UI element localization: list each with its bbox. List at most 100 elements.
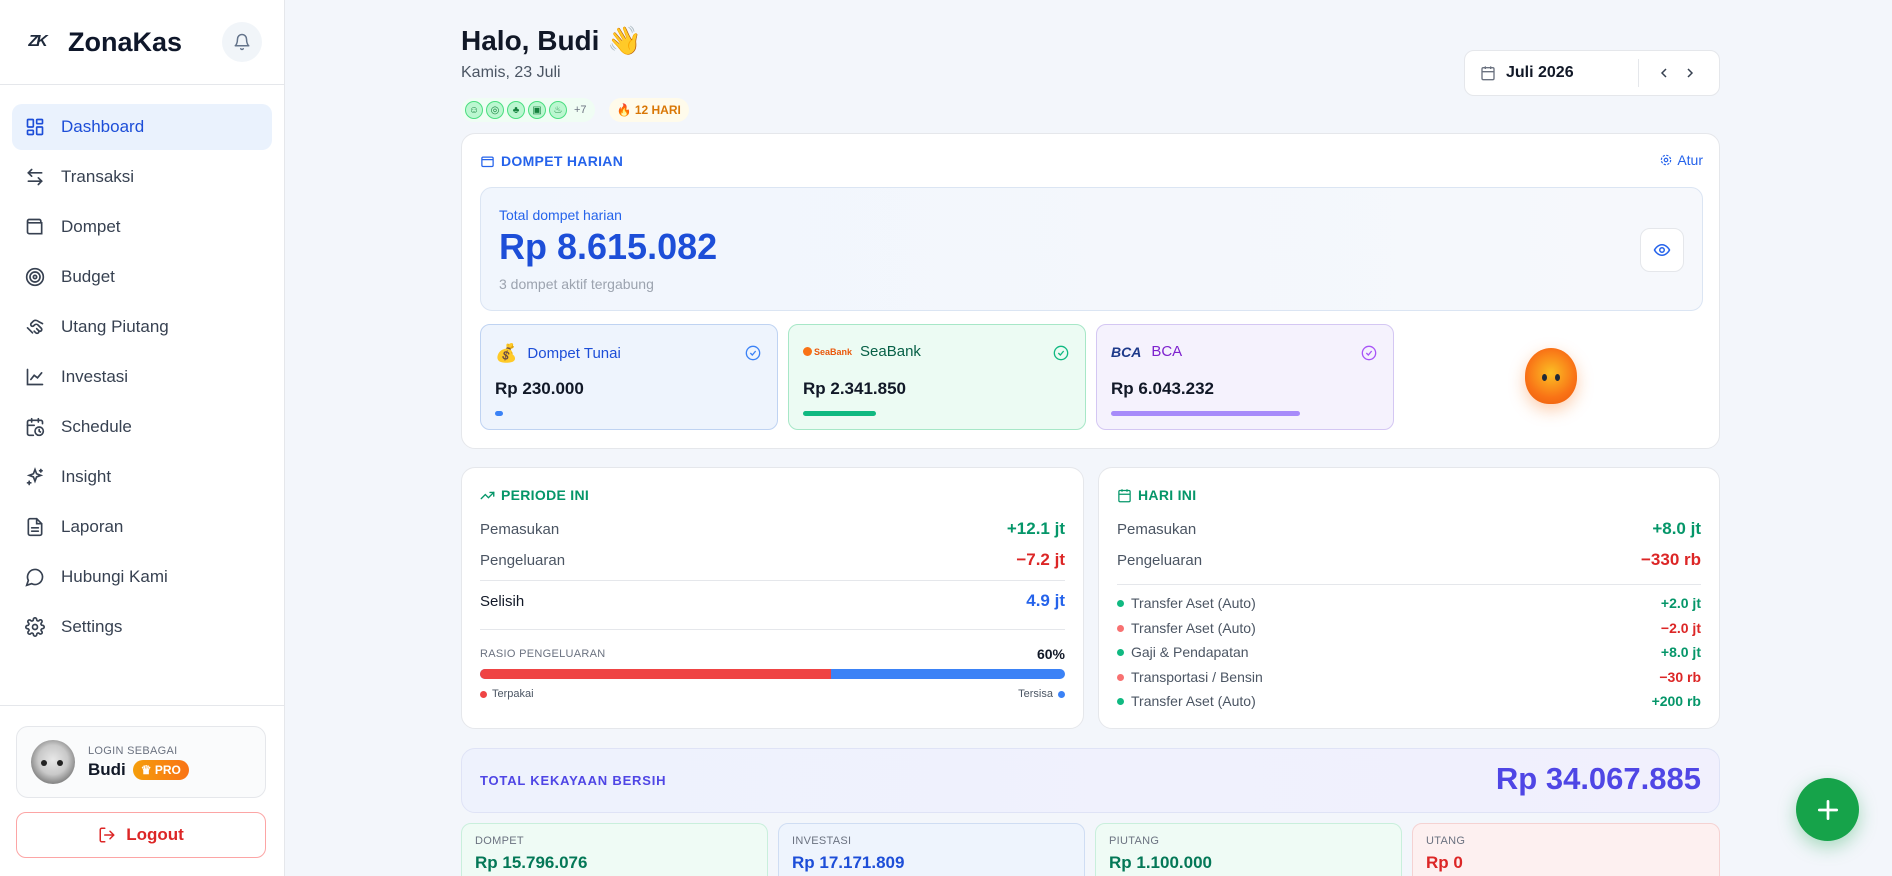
user-card[interactable]: LOGIN SEBAGAI Budi ♛ PRO — [16, 726, 266, 798]
total-wallet-subtitle: 3 dompet aktif tergabung — [499, 276, 654, 292]
check-circle-icon — [745, 345, 761, 361]
trending-up-icon — [480, 491, 495, 499]
total-wallet-label: Total dompet harian — [499, 207, 622, 223]
expense-ratio-fill — [480, 669, 831, 679]
wallet-card-bca[interactable]: BCA BCA Rp 6.043.232 — [1096, 324, 1394, 430]
total-wallet-value: Rp 8.615.082 — [499, 226, 718, 267]
sidebar-item-laporan[interactable]: Laporan — [12, 504, 272, 550]
chevron-right-icon — [1687, 68, 1694, 78]
sidebar: ZK ZonaKas Dashboard Transaksi Dompet Bu… — [0, 0, 285, 876]
logout-button[interactable]: Logout — [16, 812, 266, 858]
sidebar-item-settings[interactable]: Settings — [12, 604, 272, 650]
asset-card-utang[interactable]: UTANG Rp 0 — [1412, 823, 1720, 876]
achievement-badges[interactable]: ☺ ◎ ♣ ▣ ♨ +7 🔥 12 HARI — [461, 98, 689, 122]
sidebar-item-label: Hubungi Kami — [61, 567, 168, 586]
today-expense-row: Pengeluaran −330 rb — [1117, 550, 1701, 570]
achievement-icons[interactable]: ☺ ◎ ♣ ▣ ♨ +7 — [461, 98, 595, 122]
net-worth-label: TOTAL KEKAYAAN BERSIH — [480, 773, 667, 788]
sidebar-item-transaksi[interactable]: Transaksi — [12, 154, 272, 200]
transaction-amount: +2.0 jt — [1660, 595, 1701, 611]
sidebar-item-investasi[interactable]: Investasi — [12, 354, 272, 400]
bca-logo-text: BCA — [1111, 343, 1142, 360]
brand[interactable]: ZK ZonaKas — [24, 20, 182, 64]
sidebar-item-dompet[interactable]: Dompet — [12, 204, 272, 250]
toggle-visibility-button[interactable] — [1640, 228, 1684, 272]
expense-dot — [1117, 673, 1124, 681]
sidebar-item-hubungi-kami[interactable]: Hubungi Kami — [12, 554, 272, 600]
wallet-amount: Rp 6.043.232 — [1111, 379, 1215, 398]
legend-dot — [1058, 690, 1065, 698]
sidebar-item-label: Schedule — [61, 417, 132, 436]
sidebar-item-utang-piutang[interactable]: Utang Piutang — [12, 304, 272, 350]
income-dot — [1117, 648, 1124, 656]
month-label: Juli 2026 — [1506, 64, 1574, 81]
wallet-share-bar — [495, 411, 503, 416]
period-expense-row: Pengeluaran −7.2 jt — [480, 550, 1065, 570]
today-transaction[interactable]: Transfer Aset (Auto) −2.0 jt — [1117, 620, 1701, 636]
sidebar-item-dashboard[interactable]: Dashboard — [12, 104, 272, 150]
asset-value: Rp 17.171.809 — [792, 853, 905, 872]
sidebar-item-insight[interactable]: Insight — [12, 454, 272, 500]
period-diff-row: Selisih 4.9 jt — [480, 591, 1065, 611]
asset-card-investasi[interactable]: INVESTASI Rp 17.171.809 — [778, 823, 1085, 876]
sparkles-icon — [26, 467, 44, 486]
period-income-row: Pemasukan +12.1 jt — [480, 519, 1065, 539]
period-diff-value: 4.9 jt — [1026, 591, 1065, 610]
today-transaction[interactable]: Transfer Aset (Auto) +2.0 jt — [1117, 595, 1701, 611]
legend-used-label: Terpakai — [492, 688, 534, 700]
section-title-label: HARI INI — [1138, 487, 1197, 503]
sidebar-item-label: Laporan — [61, 517, 124, 536]
wallet-share-bar — [1111, 411, 1300, 416]
piggy-bank-badge-icon: ♣ — [507, 101, 525, 119]
calendar-icon — [1118, 488, 1131, 502]
wallet-settings-button[interactable]: Atur — [1659, 152, 1703, 168]
transaction-amount: +8.0 jt — [1660, 644, 1701, 660]
crown-icon: ♛ — [140, 762, 152, 777]
prev-month-button[interactable] — [1653, 65, 1675, 81]
today-transaction[interactable]: Transportasi / Bensin −30 rb — [1117, 669, 1701, 685]
expense-dot — [1117, 624, 1124, 632]
transaction-name: Transfer Aset (Auto) — [1131, 693, 1256, 709]
today-transaction[interactable]: Gaji & Pendapatan +8.0 jt — [1117, 644, 1701, 660]
wallet-name: Dompet Tunai — [527, 345, 621, 362]
next-month-button[interactable] — [1679, 65, 1701, 81]
add-transaction-button[interactable] — [1796, 778, 1859, 841]
row-label: Pengeluaran — [480, 551, 566, 569]
sidebar-item-label: Transaksi — [61, 167, 135, 186]
plus-icon — [1817, 799, 1838, 820]
sidebar-divider — [0, 705, 285, 706]
asset-label: UTANG — [1426, 835, 1466, 847]
income-dot — [1117, 599, 1124, 607]
asset-card-piutang[interactable]: PIUTANG Rp 1.100.000 — [1095, 823, 1402, 876]
sidebar-item-budget[interactable]: Budget — [12, 254, 272, 300]
asset-card-dompet[interactable]: DOMPET Rp 15.796.076 — [461, 823, 768, 876]
today-expense-value: −330 rb — [1640, 550, 1701, 569]
smile-badge-icon: ☺ — [465, 101, 483, 119]
income-dot — [1117, 697, 1124, 705]
wallet-card-seabank[interactable]: SeaBank SeaBank Rp 2.341.850 — [788, 324, 1086, 430]
divider — [480, 580, 1065, 581]
transaction-name: Transfer Aset (Auto) — [1131, 595, 1256, 611]
seabank-logo: SeaBank — [803, 347, 852, 357]
sidebar-item-label: Insight — [61, 467, 112, 486]
divider — [1117, 584, 1701, 585]
sidebar-item-schedule[interactable]: Schedule — [12, 404, 272, 450]
asset-label: INVESTASI — [792, 835, 852, 847]
sidebar-item-label: Dashboard — [61, 117, 145, 136]
sidebar-item-label: Utang Piutang — [61, 317, 169, 336]
row-label: Pengeluaran — [1117, 551, 1203, 569]
legend-used: Terpakai — [480, 688, 534, 700]
wallet-share-bar — [803, 411, 876, 416]
notification-bell-button[interactable] — [222, 22, 262, 62]
expense-ratio-bar — [480, 669, 1065, 679]
avatar — [31, 740, 75, 784]
wallet-amount: Rp 2.341.850 — [803, 379, 907, 398]
month-picker[interactable]: Juli 2026 — [1464, 50, 1720, 96]
flame-mascot[interactable] — [1525, 348, 1577, 404]
row-label: Pemasukan — [480, 520, 560, 538]
gear-icon — [25, 617, 45, 637]
today-income-row: Pemasukan +8.0 jt — [1117, 519, 1701, 539]
transfer-arrows-icon — [27, 168, 43, 186]
today-transaction[interactable]: Transfer Aset (Auto) +200 rb — [1117, 693, 1701, 709]
wallet-card-dompet-tunai[interactable]: 💰 Dompet Tunai Rp 230.000 — [480, 324, 778, 430]
